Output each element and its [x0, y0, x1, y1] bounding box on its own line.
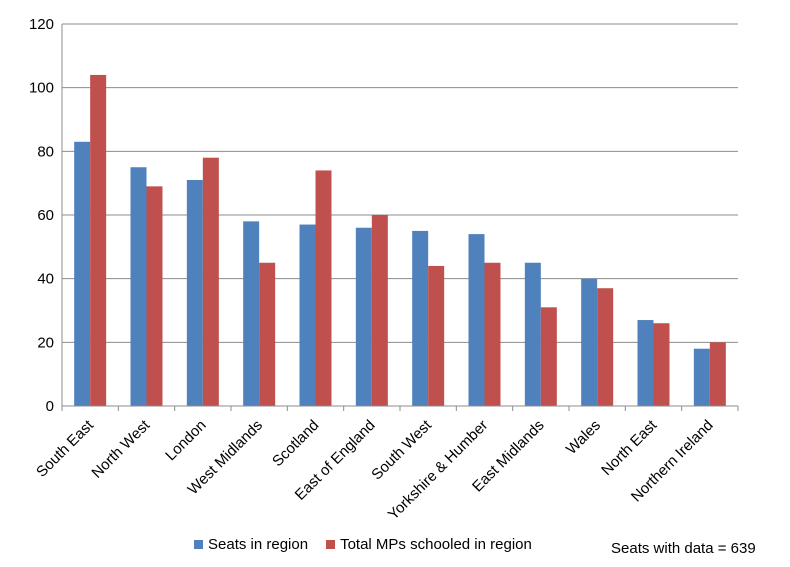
legend: Seats in region Total MPs schooled in re… — [194, 536, 550, 553]
y-tick-label: 120 — [29, 16, 54, 33]
bar-seats-in-region — [524, 262, 541, 406]
bar-seats-in-region — [355, 227, 372, 406]
bar-mps-schooled-in-region — [653, 323, 670, 406]
axes — [61, 24, 739, 411]
bar-mps-schooled-in-region — [315, 170, 332, 406]
x-category-label: North West — [88, 416, 153, 481]
y-axis-tick-labels: 0 20 40 60 80 100 120 — [29, 16, 54, 415]
bar-mps-schooled-in-region — [90, 74, 107, 406]
bar-seats-in-region — [74, 141, 91, 407]
bar-seats-in-region — [130, 167, 147, 406]
bar-seats-in-region — [186, 179, 203, 406]
bar-seats-in-region — [412, 230, 429, 406]
y-tick-label: 20 — [37, 334, 54, 351]
bar-mps-schooled-in-region — [484, 262, 501, 406]
y-tick-label: 40 — [37, 271, 54, 288]
x-category-label: South East — [33, 416, 97, 480]
seats-with-data-note: Seats with data = 639 — [611, 540, 756, 557]
y-tick-label: 100 — [29, 80, 54, 97]
bar-mps-schooled-in-region — [709, 342, 726, 406]
bar-mps-schooled-in-region — [597, 288, 614, 406]
legend-label-schooled: Total MPs schooled in region — [340, 536, 532, 553]
bars — [74, 74, 726, 407]
x-category-label: London — [162, 417, 209, 464]
bar-seats-in-region — [299, 224, 316, 406]
bar-mps-schooled-in-region — [146, 186, 163, 406]
legend-swatch-schooled — [326, 540, 336, 549]
bar-mps-schooled-in-region — [202, 157, 219, 406]
gridlines — [62, 23, 738, 343]
bar-mps-schooled-in-region — [259, 262, 276, 406]
legend-label-seats: Seats in region — [208, 536, 309, 553]
bar-mps-schooled-in-region — [540, 307, 557, 406]
bar-mps-schooled-in-region — [428, 265, 445, 406]
y-tick-label: 60 — [37, 207, 54, 224]
x-category-label: Scotland — [269, 417, 322, 470]
bar-mps-schooled-in-region — [371, 215, 388, 406]
bar-seats-in-region — [581, 278, 598, 406]
bar-seats-in-region — [693, 348, 710, 406]
y-tick-label: 80 — [37, 143, 54, 160]
legend-swatch-seats — [194, 540, 203, 549]
x-category-label: Yorkshire & Humber — [385, 417, 492, 524]
x-category-label: Wales — [563, 417, 604, 458]
bar-seats-in-region — [243, 221, 260, 406]
legend-item-seats: Seats in region — [194, 536, 308, 553]
bar-seats-in-region — [468, 234, 485, 406]
legend-item-schooled: Total MPs schooled in region — [326, 536, 532, 553]
y-tick-label: 0 — [46, 398, 54, 415]
bar-seats-in-region — [637, 320, 654, 406]
